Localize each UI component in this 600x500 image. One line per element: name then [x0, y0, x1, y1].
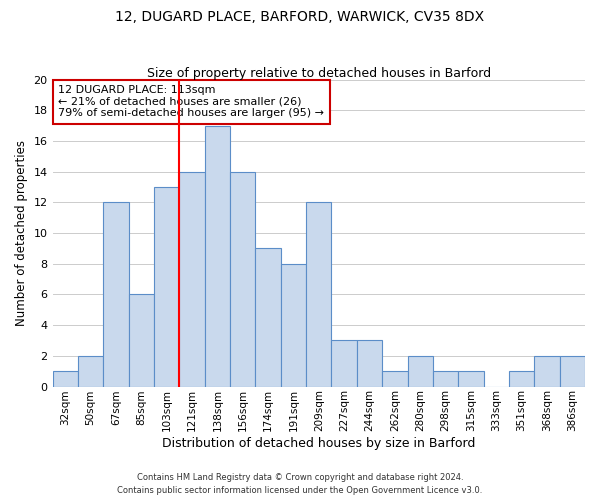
Bar	[407, 356, 433, 386]
Bar	[433, 371, 458, 386]
Bar	[560, 356, 585, 386]
Bar	[78, 356, 103, 386]
Text: 12 DUGARD PLACE: 113sqm
← 21% of detached houses are smaller (26)
79% of semi-de: 12 DUGARD PLACE: 113sqm ← 21% of detache…	[58, 85, 324, 118]
Bar	[230, 172, 256, 386]
Bar	[509, 371, 534, 386]
Y-axis label: Number of detached properties: Number of detached properties	[15, 140, 28, 326]
X-axis label: Distribution of detached houses by size in Barford: Distribution of detached houses by size …	[162, 437, 475, 450]
Bar	[306, 202, 331, 386]
Bar	[331, 340, 357, 386]
Bar	[128, 294, 154, 386]
Bar	[53, 371, 78, 386]
Bar	[179, 172, 205, 386]
Bar	[458, 371, 484, 386]
Bar	[534, 356, 560, 386]
Bar	[357, 340, 382, 386]
Bar	[103, 202, 128, 386]
Text: Contains HM Land Registry data © Crown copyright and database right 2024.
Contai: Contains HM Land Registry data © Crown c…	[118, 474, 482, 495]
Bar	[382, 371, 407, 386]
Bar	[256, 248, 281, 386]
Text: 12, DUGARD PLACE, BARFORD, WARWICK, CV35 8DX: 12, DUGARD PLACE, BARFORD, WARWICK, CV35…	[115, 10, 485, 24]
Bar	[154, 187, 179, 386]
Title: Size of property relative to detached houses in Barford: Size of property relative to detached ho…	[147, 66, 491, 80]
Bar	[281, 264, 306, 386]
Bar	[205, 126, 230, 386]
